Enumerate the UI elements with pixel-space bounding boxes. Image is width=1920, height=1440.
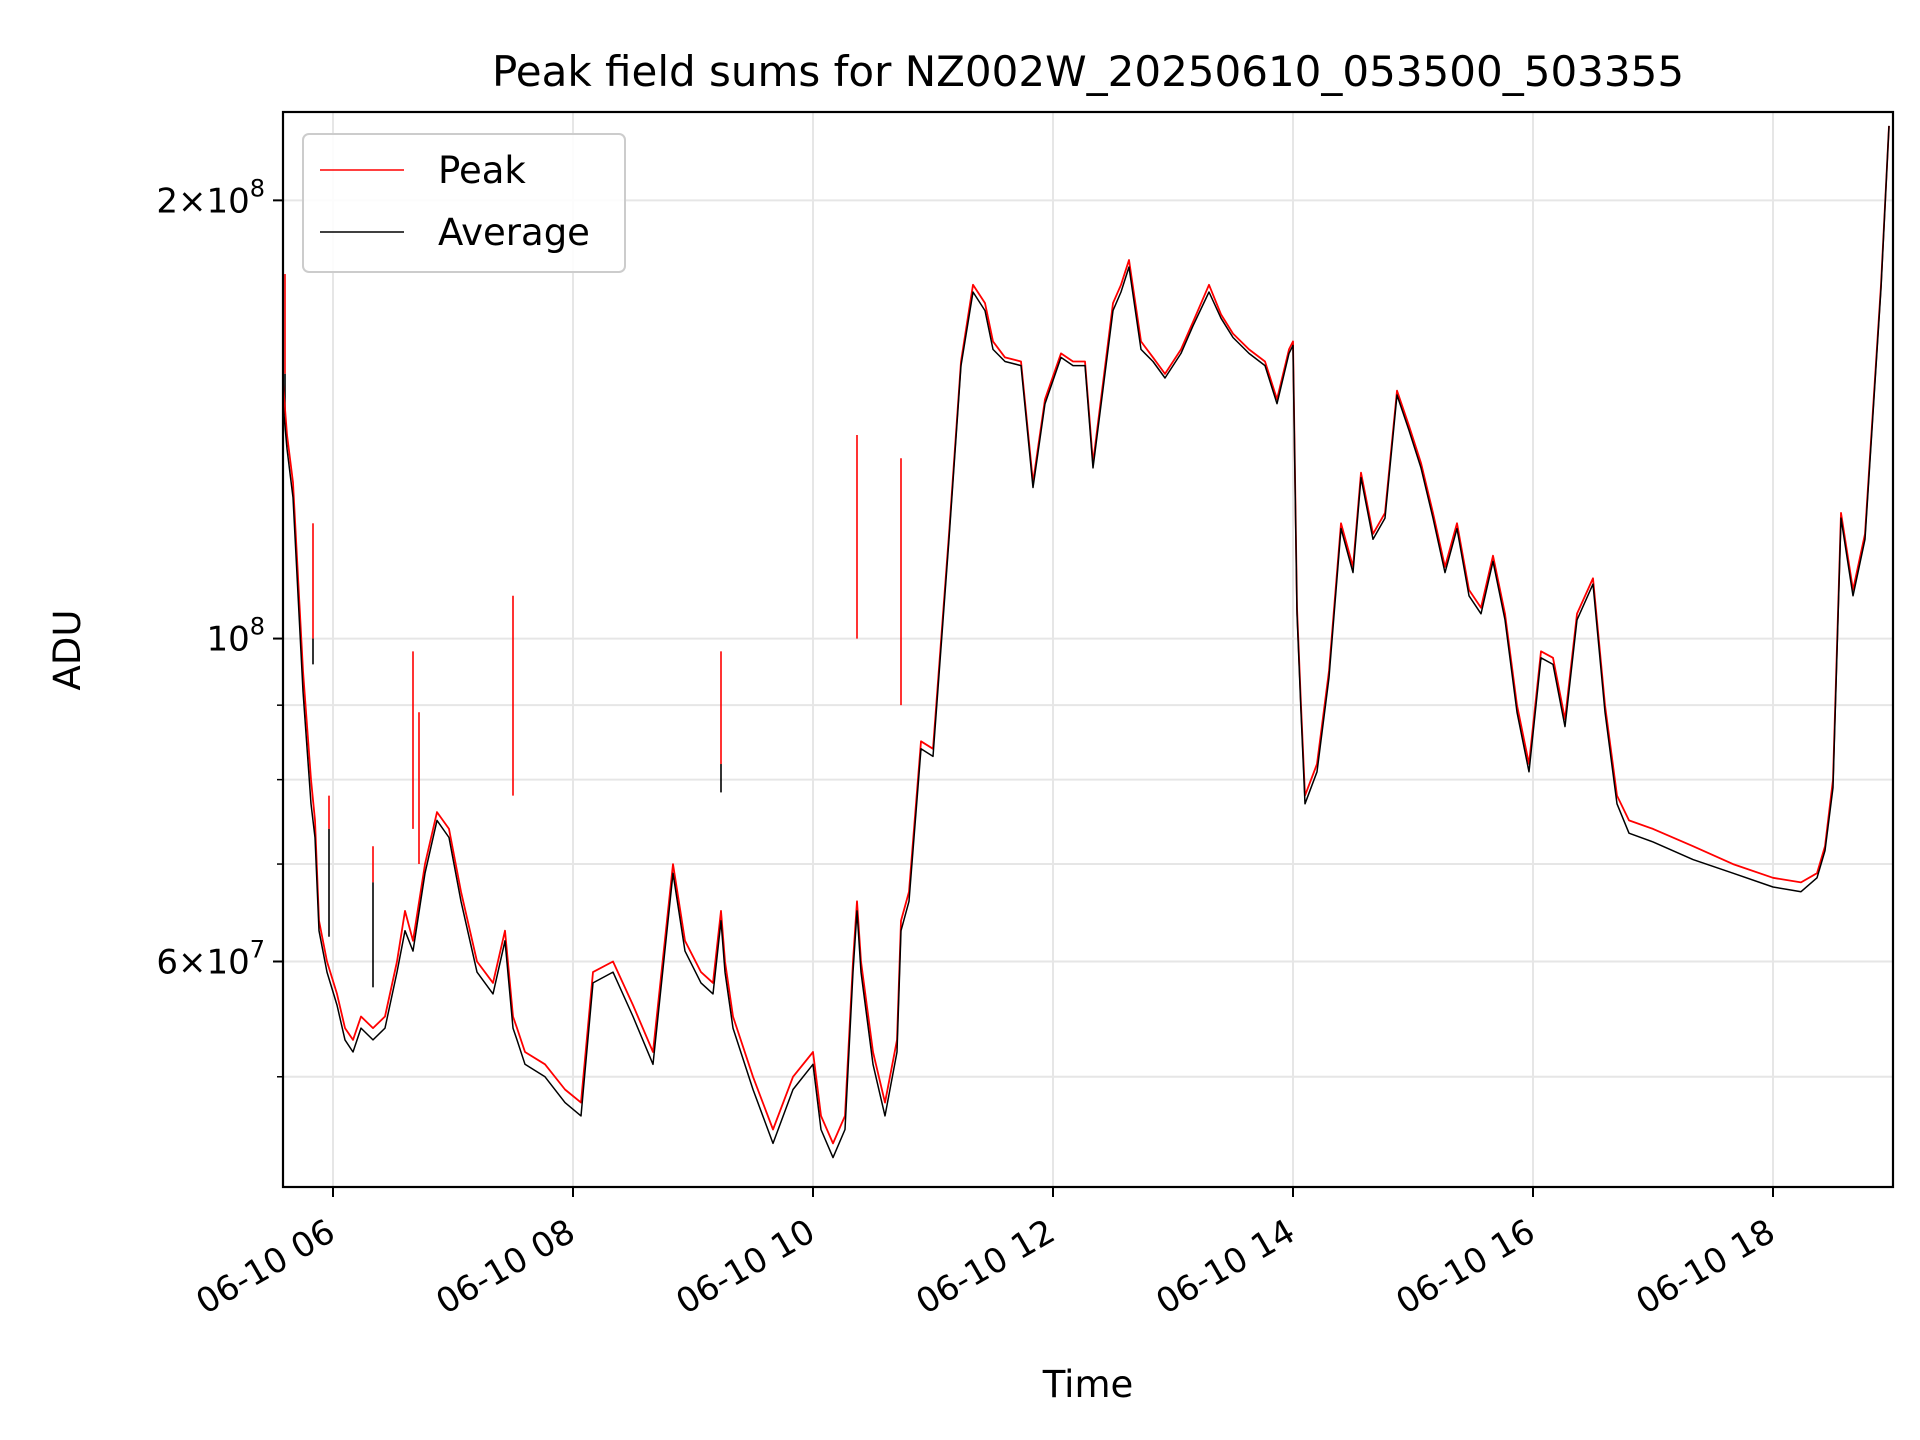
legend: Peak Average: [302, 133, 626, 273]
x-axis-ticks: 06-10 06 06-10 08 06-10 10 06-10 12 06-10 14…: [190, 1187, 1782, 1323]
series-layer: [283, 125, 1890, 1159]
x-tick-label: 06-10 14: [1150, 1212, 1302, 1323]
y-tick-label: 2×108: [156, 174, 265, 221]
grid: [283, 112, 1893, 1187]
legend-label-average: Average: [438, 211, 590, 254]
x-tick-label: 06-10 18: [1630, 1212, 1782, 1323]
legend-box: [302, 133, 626, 273]
x-tick-label: 06-10 12: [910, 1212, 1062, 1323]
x-tick-label: 06-10 16: [1390, 1212, 1542, 1323]
series-line-peak: [283, 125, 1890, 1145]
legend-label-peak: Peak: [438, 149, 526, 192]
x-axis-label: Time: [1042, 1363, 1134, 1406]
y-tick-label: 6×107: [156, 936, 265, 983]
x-tick-label: 06-10 08: [430, 1212, 582, 1323]
y-axis-ticks: 6×107 108 2×108: [156, 174, 283, 1078]
plot-frame: [281, 110, 1895, 1189]
series-line-average: [283, 125, 1890, 1159]
y-axis-label: ADU: [46, 610, 89, 691]
y-tick-label: 108: [206, 613, 265, 660]
chart-title: Peak field sums for NZ002W_20250610_0535…: [492, 47, 1684, 96]
x-tick-label: 06-10 10: [670, 1212, 822, 1323]
x-tick-label: 06-10 06: [190, 1212, 342, 1323]
